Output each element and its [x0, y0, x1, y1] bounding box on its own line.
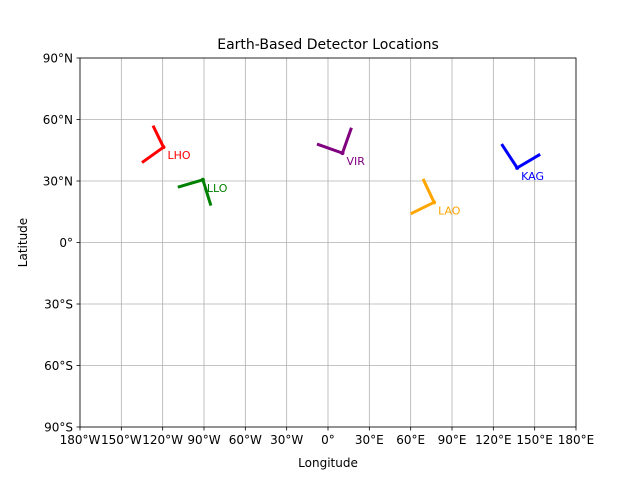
y-tick-label: 90°S	[44, 421, 73, 435]
y-tick-label: 30°S	[44, 298, 73, 312]
detector-arm	[177, 178, 204, 189]
detector-llo: LLO	[177, 177, 228, 207]
y-tick-label: 60°N	[43, 113, 73, 127]
x-tick-label: 60°W	[229, 433, 262, 447]
detector-label: LLO	[207, 182, 228, 195]
x-tick-label: 120°W	[142, 433, 183, 447]
y-tick-label: 60°S	[44, 359, 73, 373]
detector-markers: LHO LLO VIR LAO KAG	[141, 124, 544, 217]
axis-ticks: 180°W 150°W 120°W 90°W 60°W 30°W 0° 30°E 60°E 90°…	[43, 52, 595, 448]
x-tick-label: 0°	[321, 433, 335, 447]
detector-vertex-point	[515, 165, 520, 170]
x-tick-label: 150°E	[516, 433, 553, 447]
detector-vertex-point	[200, 177, 205, 182]
detector-arm	[201, 179, 213, 207]
detector-arm	[151, 124, 165, 148]
detector-label: KAG	[521, 170, 544, 183]
detector-label: VIR	[346, 155, 365, 168]
detector-label: LAO	[438, 204, 461, 217]
detector-lao: LAO	[410, 178, 461, 217]
detector-vertex-point	[432, 200, 437, 205]
y-axis-label: Latitude	[16, 218, 30, 267]
detector-arm	[341, 127, 353, 154]
detector-arm	[516, 153, 541, 170]
detector-arm	[421, 178, 436, 203]
detector-label: LHO	[167, 149, 190, 162]
x-tick-label: 90°W	[187, 433, 220, 447]
x-tick-label: 180°W	[60, 433, 101, 447]
detector-vir: VIR	[316, 127, 365, 168]
detector-arm	[500, 143, 519, 169]
x-axis-label: Longitude	[298, 456, 358, 470]
grid-lines	[79, 57, 577, 428]
detector-arm	[410, 200, 435, 216]
chart-title: Earth-Based Detector Locations	[217, 37, 438, 53]
detector-vertex-point	[161, 145, 166, 150]
x-tick-label: 150°W	[101, 433, 142, 447]
x-tick-label: 90°E	[438, 433, 467, 447]
detector-arm	[141, 145, 165, 164]
detector-vertex-point	[340, 151, 345, 156]
y-tick-label: 0°	[59, 236, 73, 250]
x-tick-label: 30°W	[270, 433, 303, 447]
detector-kag: KAG	[500, 143, 544, 183]
x-tick-label: 180°E	[558, 433, 595, 447]
x-tick-label: 60°E	[396, 433, 425, 447]
y-tick-label: 90°N	[43, 52, 73, 66]
x-tick-label: 120°E	[475, 433, 512, 447]
detector-arm	[316, 142, 343, 155]
y-tick-label: 30°N	[43, 175, 73, 189]
x-tick-label: 30°E	[355, 433, 384, 447]
detector-lho: LHO	[141, 124, 191, 164]
